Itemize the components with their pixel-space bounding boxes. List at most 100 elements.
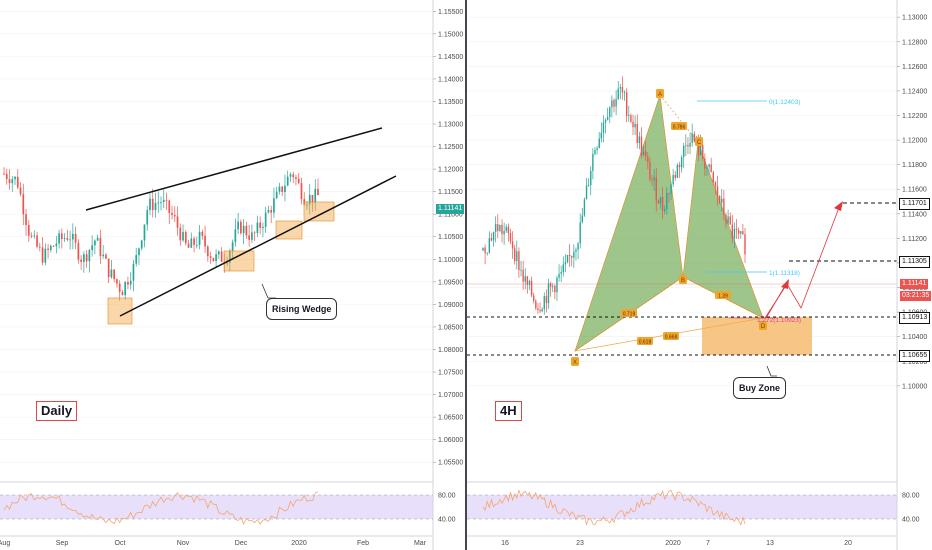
- candle-body: [488, 238, 491, 253]
- panel-divider[interactable]: [465, 0, 467, 550]
- price-tick-label: 1.11400: [902, 211, 927, 218]
- wedge-lower-line[interactable]: [119, 175, 397, 317]
- candle-body: [678, 164, 681, 168]
- candle-body: [585, 185, 588, 200]
- candle-body: [668, 193, 670, 195]
- candle-body: [617, 88, 619, 100]
- candle-body: [88, 249, 91, 262]
- candle-body: [16, 176, 19, 188]
- daily-chart-panel[interactable]: 1.15500 1.15000 1.14500 1.14000 1.13500 1.130…: [0, 0, 466, 550]
- price-tick-label: 1.10500: [438, 234, 463, 241]
- candle-body: [206, 246, 209, 257]
- candle-body: [176, 216, 179, 228]
- candle-body: [105, 254, 107, 259]
- candle-body: [149, 198, 151, 211]
- candle-body: [193, 238, 195, 245]
- price-tick-label: 1.09000: [438, 302, 463, 309]
- candle-body: [306, 204, 308, 206]
- candle-body: [72, 233, 74, 240]
- candle-body: [229, 251, 231, 263]
- candle-body: [19, 187, 22, 195]
- h4-chart-panel[interactable]: X A B C D 0.786 0.719 1.39 0.668 0.618 0(1.12403) 1…: [467, 0, 932, 550]
- candle-body: [649, 162, 651, 180]
- daily-chart[interactable]: 1.15500 1.15000 1.14500 1.14000 1.13500 1.130…: [0, 0, 466, 550]
- candle-body: [11, 179, 14, 184]
- price-tick-label: 1.13000: [438, 122, 463, 129]
- candle-body: [311, 194, 314, 203]
- buy-zone-callout: Buy Zone: [733, 377, 787, 399]
- candle-body: [509, 232, 512, 242]
- candle-body: [201, 231, 204, 236]
- candle-body: [518, 251, 520, 271]
- time-tick-label: Mar: [414, 540, 427, 547]
- candle-body: [539, 309, 541, 312]
- candle-body: [484, 247, 486, 254]
- time-tick-label: 2020: [291, 540, 307, 547]
- candle-body: [547, 283, 550, 304]
- rsi-line: [482, 489, 746, 526]
- h4-chart[interactable]: X A B C D 0.786 0.719 1.39 0.668 0.618 0(1.12403) 1…: [467, 0, 932, 550]
- candle-body: [661, 197, 664, 211]
- candle-body: [30, 235, 33, 237]
- harmonic-point-label: X: [573, 360, 577, 366]
- candle-body: [240, 221, 242, 234]
- daily-touch-box: [107, 297, 133, 325]
- candle-body: [212, 257, 215, 262]
- price-tick-label: 1.15000: [438, 31, 463, 38]
- candle-body: [697, 138, 700, 156]
- candle-body: [110, 269, 113, 278]
- candle-body: [184, 231, 187, 244]
- daily-price-axis: 1.15500 1.15000 1.14500 1.14000 1.13500 1.130…: [432, 0, 463, 550]
- h4-candles: [482, 76, 746, 315]
- candle-body: [744, 234, 746, 255]
- candle-body: [528, 280, 531, 285]
- candle-body: [731, 224, 734, 238]
- candle-body: [60, 233, 63, 239]
- candle-body: [215, 254, 217, 262]
- candle-body: [173, 214, 176, 217]
- price-tick-label: 1.05500: [438, 460, 463, 467]
- candle-body: [14, 176, 16, 180]
- candle-body: [74, 233, 77, 243]
- ratio-marker: [663, 332, 679, 340]
- candle-body: [558, 273, 560, 278]
- candle-body: [619, 87, 622, 89]
- harmonic-point-marker: [571, 357, 579, 366]
- candle-body: [727, 216, 729, 224]
- candle-body: [664, 209, 666, 211]
- wedge-upper-line[interactable]: [85, 127, 383, 211]
- candle-body: [556, 277, 558, 293]
- price-tick-label: 1.06000: [438, 437, 463, 444]
- price-tick-label: 1.12000: [438, 167, 463, 174]
- time-tick-label: Nov: [177, 540, 190, 547]
- target-level-1-tag: 1.11701: [899, 198, 930, 210]
- candle-body: [526, 276, 529, 285]
- rsi-level-label: 80.00: [438, 493, 456, 500]
- candle-body: [718, 195, 721, 203]
- candle-body: [127, 282, 129, 285]
- candle-body: [295, 177, 297, 179]
- price-tick-label: 1.13000: [902, 15, 927, 22]
- daily-touch-box: [303, 201, 335, 222]
- candle-body: [273, 198, 275, 213]
- candle-body: [630, 115, 632, 122]
- price-tick-label: 1.10200: [902, 359, 927, 366]
- candle-body: [160, 202, 162, 203]
- candle-body: [501, 224, 503, 235]
- candle-body: [198, 231, 201, 245]
- candle-body: [704, 158, 706, 169]
- rsi-band: [467, 495, 897, 519]
- candle-body: [58, 233, 60, 244]
- candle-body: [3, 173, 5, 175]
- candle-body: [113, 269, 116, 280]
- candle-body: [625, 92, 628, 116]
- candle-body: [545, 296, 548, 304]
- ratio-marker: [671, 122, 687, 130]
- candle-body: [275, 191, 278, 199]
- harmonic-point-marker: [759, 321, 767, 330]
- arrowhead-icon: [781, 279, 789, 289]
- ratio-marker: [637, 337, 653, 345]
- target-level-2-tag: 1.11305: [899, 256, 930, 268]
- candle-body: [623, 92, 626, 94]
- harmonic-point-marker: [679, 275, 687, 284]
